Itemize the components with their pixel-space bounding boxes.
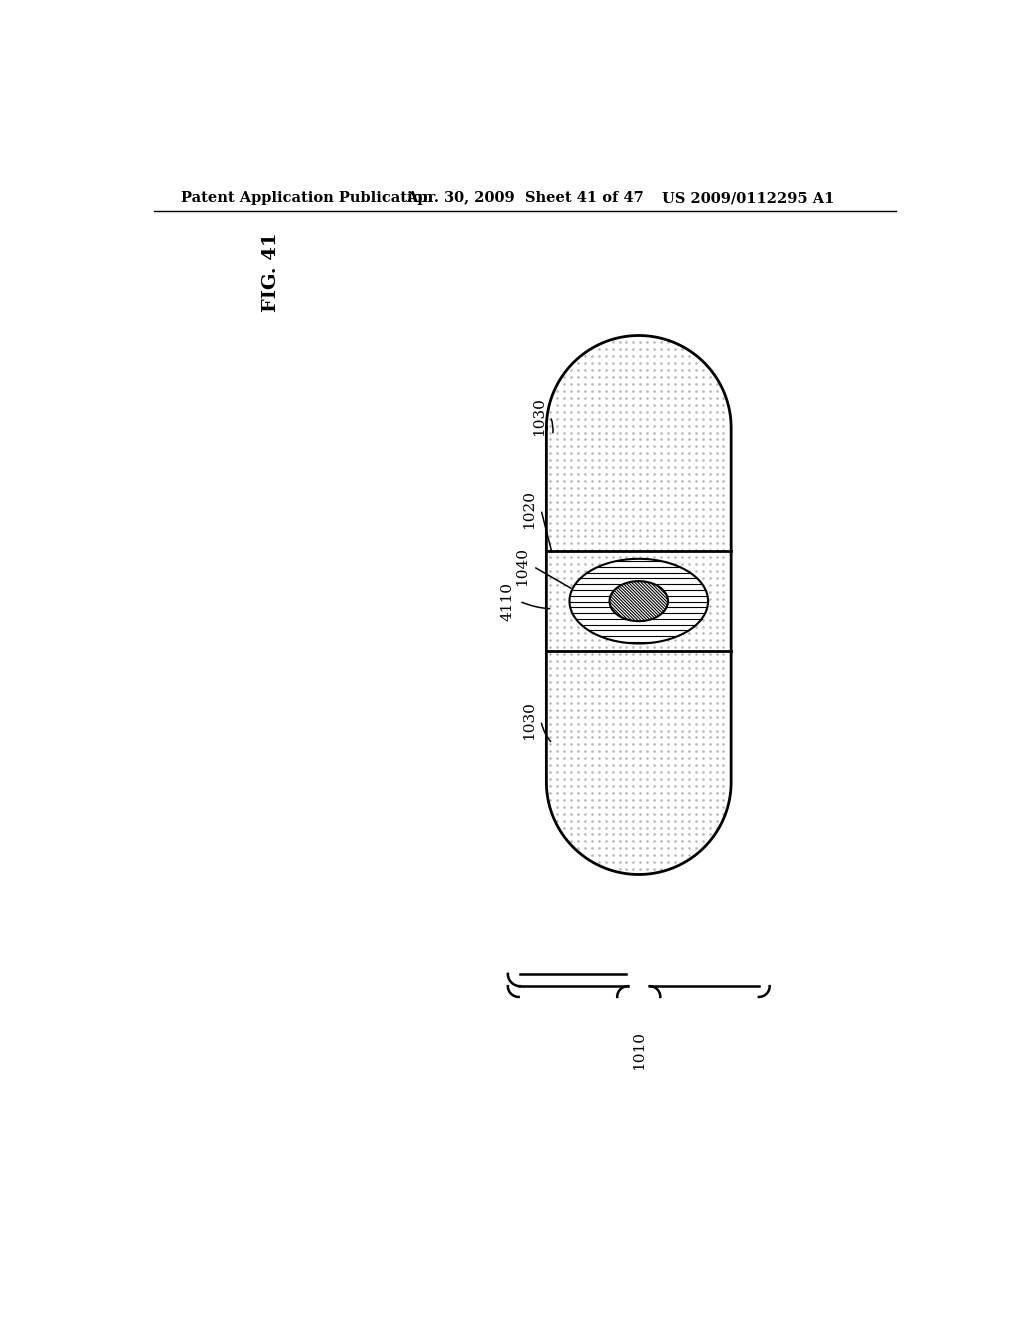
Text: 4110: 4110 <box>501 582 515 620</box>
Text: US 2009/0112295 A1: US 2009/0112295 A1 <box>662 191 835 206</box>
Text: Apr. 30, 2009  Sheet 41 of 47: Apr. 30, 2009 Sheet 41 of 47 <box>407 191 644 206</box>
Text: FIG. 41: FIG. 41 <box>262 232 280 313</box>
Polygon shape <box>547 335 731 874</box>
Text: 1020: 1020 <box>522 490 537 529</box>
Text: 1040: 1040 <box>515 546 528 586</box>
Polygon shape <box>609 581 668 622</box>
Text: 1010: 1010 <box>632 1031 646 1069</box>
Text: 1030: 1030 <box>522 701 537 741</box>
Polygon shape <box>569 558 708 643</box>
Text: 1030: 1030 <box>531 397 546 436</box>
Text: Patent Application Publication: Patent Application Publication <box>180 191 432 206</box>
